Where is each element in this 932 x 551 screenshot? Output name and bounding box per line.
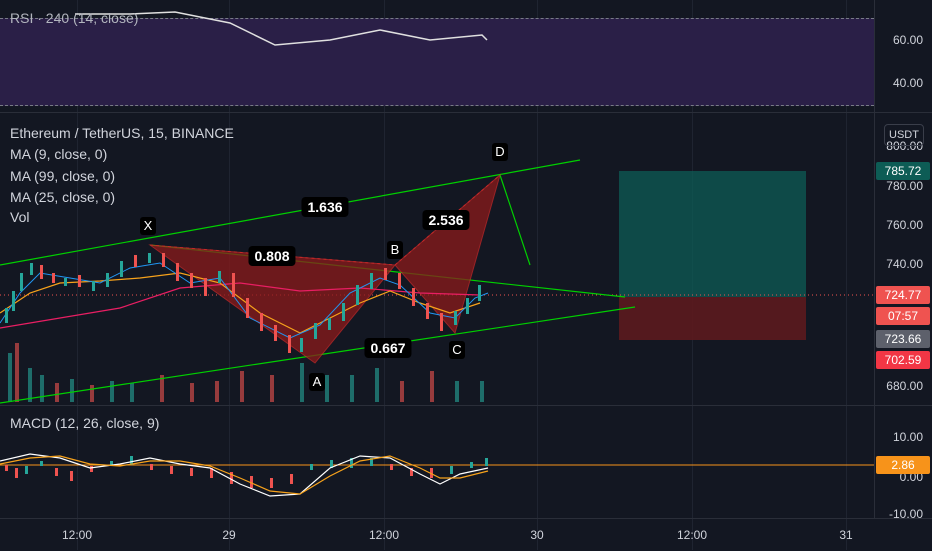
harmonic-triangle-bcd (394, 173, 501, 335)
target-price-tag: 785.72 (876, 162, 930, 180)
signal-line (0, 455, 489, 495)
rsi-indicator-label[interactable]: RSI · 240 (14, close) (10, 10, 139, 26)
rsi-line (75, 11, 488, 46)
ratio-label-xb: 0.808 (248, 246, 296, 266)
point-b-label: B (387, 241, 403, 259)
time-tick-30: 30 (530, 528, 544, 542)
currency-button[interactable]: USDT (884, 124, 924, 146)
price-tick-800: 800.00 (886, 139, 923, 153)
last-price-tag: 724.77 (876, 286, 930, 304)
time-tick-29: 29 (222, 528, 236, 542)
rsi-tick-60: 60.00 (892, 33, 923, 47)
ma-9-line (0, 262, 489, 339)
grid-line (537, 0, 538, 550)
rsi-tick-40: 40.00 (892, 76, 923, 90)
rsi-line-chart (75, 11, 488, 46)
grid-line (77, 0, 78, 550)
macd-tick-10: 10.00 (892, 430, 923, 444)
rsi-price-axis[interactable]: 60.00 40.00 (874, 0, 932, 113)
macd-pane[interactable]: MACD (12, 26, close, 9) (0, 406, 874, 518)
macd-line (0, 453, 489, 497)
macd-tick-neg10: -10.00 (888, 507, 923, 521)
projection-line (499, 174, 531, 266)
price-tick-740: 740.00 (886, 257, 923, 271)
channel-upper-line (0, 159, 581, 266)
price-tick-680: 680.00 (886, 379, 923, 393)
point-x-label: X (140, 217, 156, 235)
point-c-label: C (449, 341, 465, 359)
price-chart (0, 159, 874, 404)
ratio-label-bd: 2.536 (422, 210, 470, 230)
time-tick-1200-b: 12:00 (368, 528, 400, 542)
volume-label[interactable]: Vol (10, 209, 30, 225)
macd-value-tag: 2.86 (876, 456, 930, 474)
time-tick-1200-c: 12:00 (676, 528, 708, 542)
stop-price-tag: 702.59 (876, 351, 930, 369)
time-axis[interactable] (0, 518, 932, 551)
ma-99-label[interactable]: MA (99, close, 0) (10, 168, 116, 184)
grid-line (846, 0, 847, 550)
symbol-title[interactable]: Ethereum / TetherUS, 15, BINANCE (10, 125, 234, 141)
time-tick-1200-a: 12:00 (61, 528, 93, 542)
ma-9-label[interactable]: MA (9, close, 0) (10, 146, 108, 162)
macd-chart (0, 453, 874, 497)
rsi-pane[interactable]: RSI · 240 (14, close) (0, 0, 874, 113)
main-chart-pane[interactable]: Ethereum / TetherUS, 15, BINANCE MA (9, … (0, 113, 874, 406)
point-a-label: A (309, 373, 325, 391)
ma-99-line (0, 282, 481, 329)
point-d-label: D (492, 143, 508, 161)
time-tick-31: 31 (839, 528, 853, 542)
price-tick-760: 760.00 (886, 218, 923, 232)
macd-histogram (5, 456, 488, 488)
profit-zone (619, 171, 806, 297)
ratio-label-ac: 0.667 (364, 338, 412, 358)
pattern-bd-line (394, 174, 501, 266)
volume-bars (8, 343, 484, 402)
macd-indicator-label[interactable]: MACD (12, 26, close, 9) (10, 415, 160, 431)
ratio-label-xd: 1.636 (301, 197, 349, 217)
countdown-tag: 07:57 (876, 307, 930, 325)
price-tick-780: 780.00 (886, 179, 923, 193)
ma-price-tag: 723.66 (876, 330, 930, 348)
rsi-overbought-zone (0, 18, 874, 106)
loss-zone (619, 297, 806, 340)
ma-25-label[interactable]: MA (25, close, 0) (10, 189, 116, 205)
candles (5, 253, 481, 353)
